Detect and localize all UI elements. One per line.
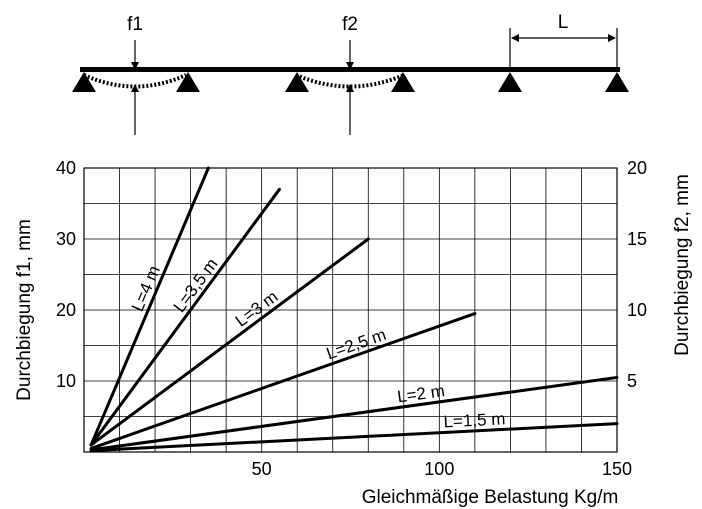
series-line (89, 166, 210, 447)
f1-label: f1 (127, 14, 143, 35)
beam-diagram: f1 f2 L (72, 12, 629, 135)
y-axis-label-left: Durchbiegung f1, mm (14, 219, 35, 401)
y-tick-label-left: 20 (56, 300, 76, 320)
f1-arrow-head-top (131, 62, 139, 70)
y-tick-label-left: 30 (56, 229, 76, 249)
series-label: L=3,5 m (170, 255, 222, 316)
y-tick-label-right: 5 (627, 371, 637, 391)
supports (72, 72, 629, 92)
y-axis-label-right: Durchbiegung f2, mm (672, 174, 693, 356)
series-line (89, 187, 281, 447)
support-3 (285, 72, 309, 92)
span-arrow-right (608, 34, 616, 42)
support-6 (605, 72, 629, 92)
deflection-curve-2 (295, 73, 405, 89)
x-tick-label: 150 (602, 459, 632, 479)
y-tick-label-left: 10 (56, 371, 76, 391)
series-line (89, 422, 619, 453)
y-tick-label-right: 15 (627, 229, 647, 249)
series-line (89, 312, 477, 450)
series-label: L=2,5 m (324, 325, 389, 363)
span-arrow-left (511, 34, 519, 42)
f2-label: f2 (342, 14, 358, 35)
series-line (89, 237, 370, 447)
y-tick-label-left: 40 (56, 158, 76, 178)
plot-frame (83, 167, 618, 453)
support-5 (498, 72, 522, 92)
x-axis-label: Gleichmäßige Belastung Kg/m (362, 487, 619, 508)
series-label: L=1,5 m (443, 409, 506, 431)
series-line (89, 375, 619, 452)
f1-arrow-head-bottom (131, 84, 139, 92)
series-labels: L=4 m L=3,5 m L=3 mL=2,5 mL=2 mL=1,5 m (128, 255, 506, 432)
y-tick-label-right: 10 (627, 300, 647, 320)
tick-labels: 50 100 150 10 20 30 40 5 10 15 20 (56, 158, 647, 479)
y-tick-label-right: 20 (627, 158, 647, 178)
support-4 (391, 72, 415, 92)
support-2 (176, 72, 200, 92)
x-tick-label: 50 (252, 459, 272, 479)
grid (84, 168, 617, 452)
f2-arrow-head-bottom (346, 84, 354, 92)
series-lines (89, 166, 619, 453)
x-tick-label: 100 (424, 459, 454, 479)
span-label: L (558, 12, 569, 33)
f2-arrow-head-top (346, 62, 354, 70)
support-1 (72, 72, 96, 92)
